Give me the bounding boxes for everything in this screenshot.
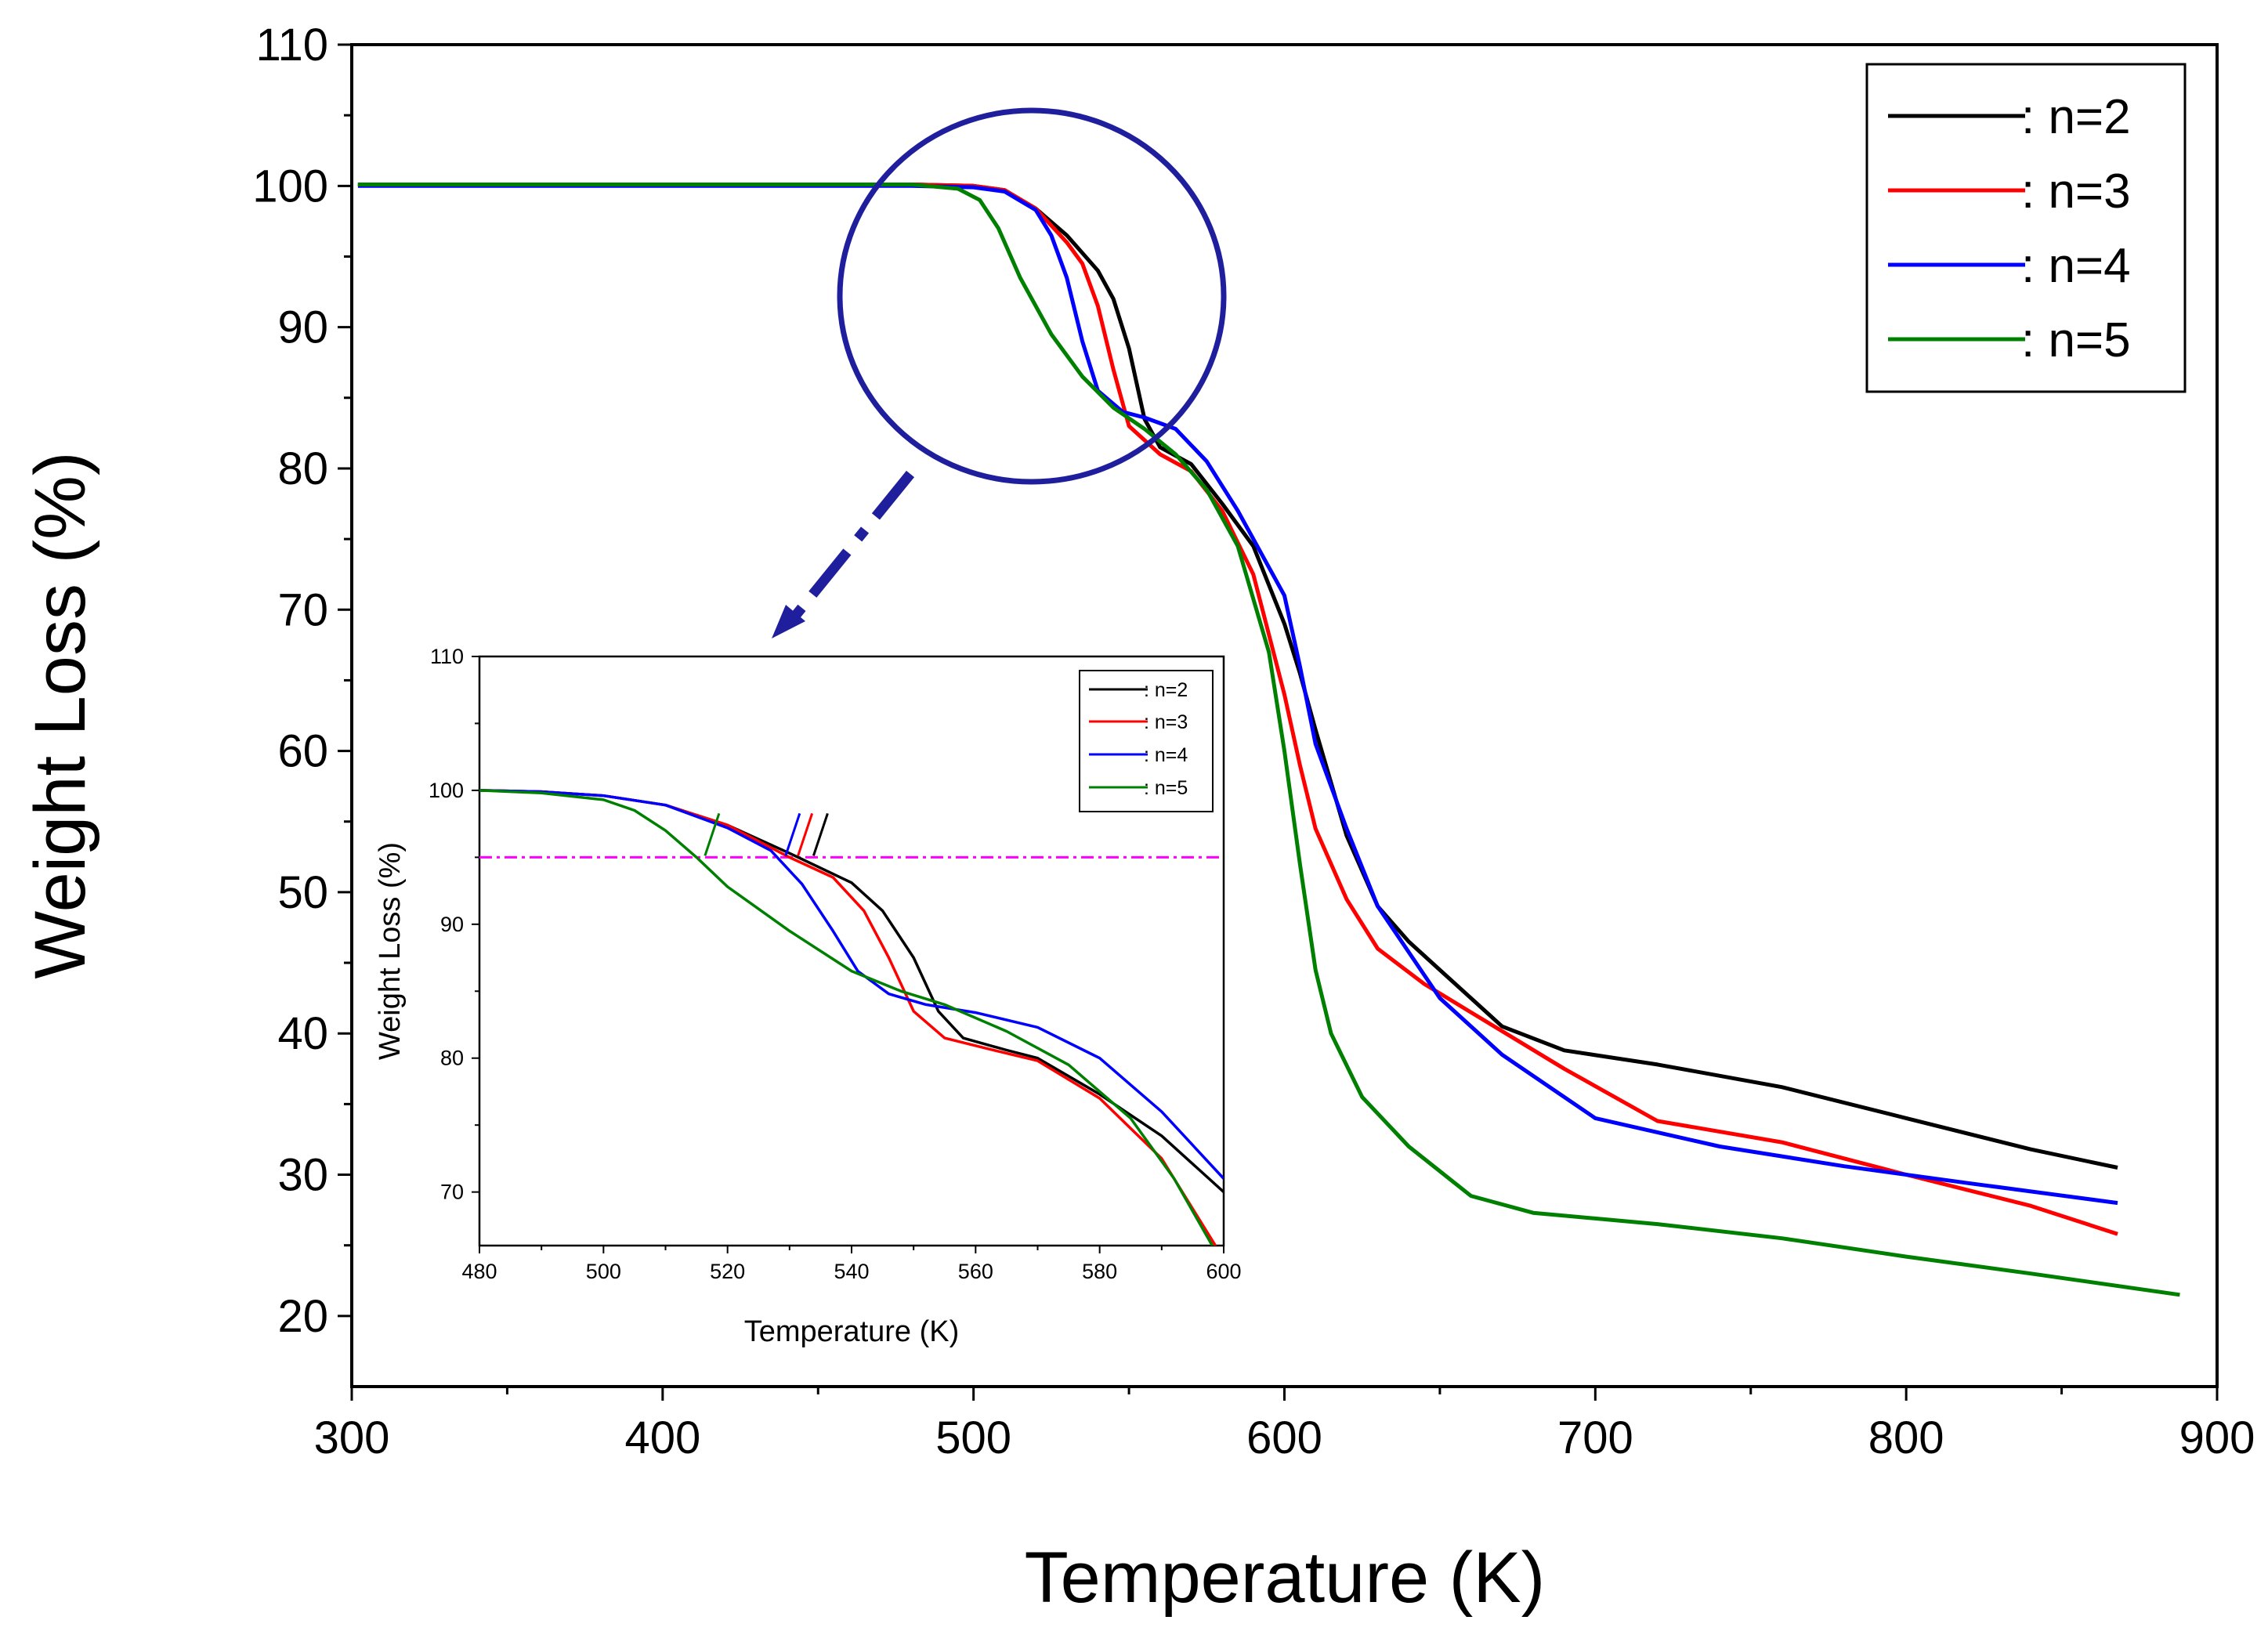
- inset-series-line-n5: [479, 789, 1214, 1246]
- main-x-tick-label-700: 700: [1557, 1412, 1633, 1463]
- main-ticks: 300 400 500 600 700 800 900 20 30 40 50 60 70 80 90 100…: [252, 20, 2255, 1463]
- inset-x-tick-label-480: 480: [461, 1260, 497, 1283]
- main-x-tick-label-400: 400: [624, 1412, 700, 1463]
- inset-onset-marker-n4: [784, 812, 801, 856]
- inset-y-tick-label-100: 100: [429, 779, 464, 802]
- main-series-line-n5: [357, 183, 2180, 1297]
- inset-onset-marker-n5: [704, 812, 721, 856]
- inset-onset-marker-n2: [812, 812, 829, 856]
- main-series-line-n4: [357, 183, 2118, 1206]
- main-series: [357, 183, 2180, 1297]
- inset-legend-label-n3: : n=3: [1144, 711, 1188, 733]
- main-legend-label-n4: : n=4: [2021, 239, 2131, 293]
- inset-x-axis-title: Temperature (K): [744, 1315, 960, 1348]
- main-y-tick-label-40: 40: [277, 1008, 328, 1059]
- main-y-tick-label-50: 50: [277, 867, 328, 918]
- inset-onset-markers: [704, 812, 829, 856]
- inset-x-tick-label-520: 520: [710, 1260, 745, 1283]
- main-legend-label-n2: : n=2: [2021, 90, 2131, 144]
- inset-ticks: 480 500 520 540 560 580 600 70 80 90 100 110: [429, 645, 1242, 1283]
- inset-onset-marker-n3: [797, 812, 814, 856]
- main-y-tick-label-20: 20: [277, 1291, 328, 1342]
- inset-y-tick-label-70: 70: [440, 1181, 464, 1204]
- zoom-annotation: [772, 107, 1227, 638]
- main-plot: 300 400 500 600 700 800 900 20 30 40 50 60 70 80 90 100…: [20, 20, 2255, 1618]
- inset-plot: 480 500 520 540 560 580 600 70 80 90 100 110 Temper…: [374, 645, 1242, 1348]
- main-legend-label-n5: : n=5: [2021, 313, 2131, 367]
- inset-legend: : n=2 : n=3 : n=4 : n=5: [1079, 670, 1214, 812]
- main-x-tick-label-300: 300: [314, 1412, 390, 1463]
- inset-x-tick-label-600: 600: [1206, 1260, 1241, 1283]
- main-y-tick-label-80: 80: [277, 443, 328, 494]
- zoom-arrow-head: [772, 605, 805, 638]
- zoom-circle: [837, 107, 1227, 485]
- zoom-arrow-shaft: [788, 470, 915, 623]
- main-y-axis-title: Weight Loss (%): [20, 451, 100, 978]
- main-x-tick-label-500: 500: [935, 1412, 1011, 1463]
- inset-y-axis-title: Weight Loss (%): [374, 842, 407, 1060]
- inset-legend-label-n2: : n=2: [1144, 679, 1188, 701]
- inset-x-tick-label-580: 580: [1082, 1260, 1117, 1283]
- main-y-tick-label-100: 100: [252, 161, 328, 212]
- main-y-tick-label-90: 90: [277, 302, 328, 353]
- main-x-tick-label-600: 600: [1246, 1412, 1322, 1463]
- inset-legend-label-n5: : n=5: [1144, 777, 1188, 799]
- inset-legend-label-n4: : n=4: [1144, 744, 1188, 766]
- main-y-tick-label-70: 70: [277, 584, 328, 635]
- main-y-tick-label-30: 30: [277, 1150, 328, 1201]
- main-y-tick-label-110: 110: [256, 20, 328, 71]
- inset-y-tick-label-80: 80: [440, 1047, 464, 1070]
- main-legend: : n=2 : n=3 : n=4 : n=5: [1865, 63, 2187, 393]
- inset-x-tick-label-500: 500: [586, 1260, 621, 1283]
- main-y-tick-label-60: 60: [277, 726, 328, 777]
- inset-x-tick-label-540: 540: [834, 1260, 869, 1283]
- inset-x-tick-label-560: 560: [958, 1260, 993, 1283]
- main-legend-box: [1865, 63, 2187, 393]
- main-legend-label-n3: : n=3: [2021, 165, 2131, 219]
- inset-y-tick-label-110: 110: [430, 645, 464, 668]
- main-x-tick-label-900: 900: [2179, 1412, 2255, 1463]
- inset-y-tick-label-90: 90: [440, 913, 464, 936]
- main-x-axis-title: Temperature (K): [1025, 1538, 1546, 1618]
- inset-series: [479, 789, 1224, 1246]
- main-x-tick-label-800: 800: [1868, 1412, 1944, 1463]
- inset-series-line-n4: [479, 789, 1224, 1180]
